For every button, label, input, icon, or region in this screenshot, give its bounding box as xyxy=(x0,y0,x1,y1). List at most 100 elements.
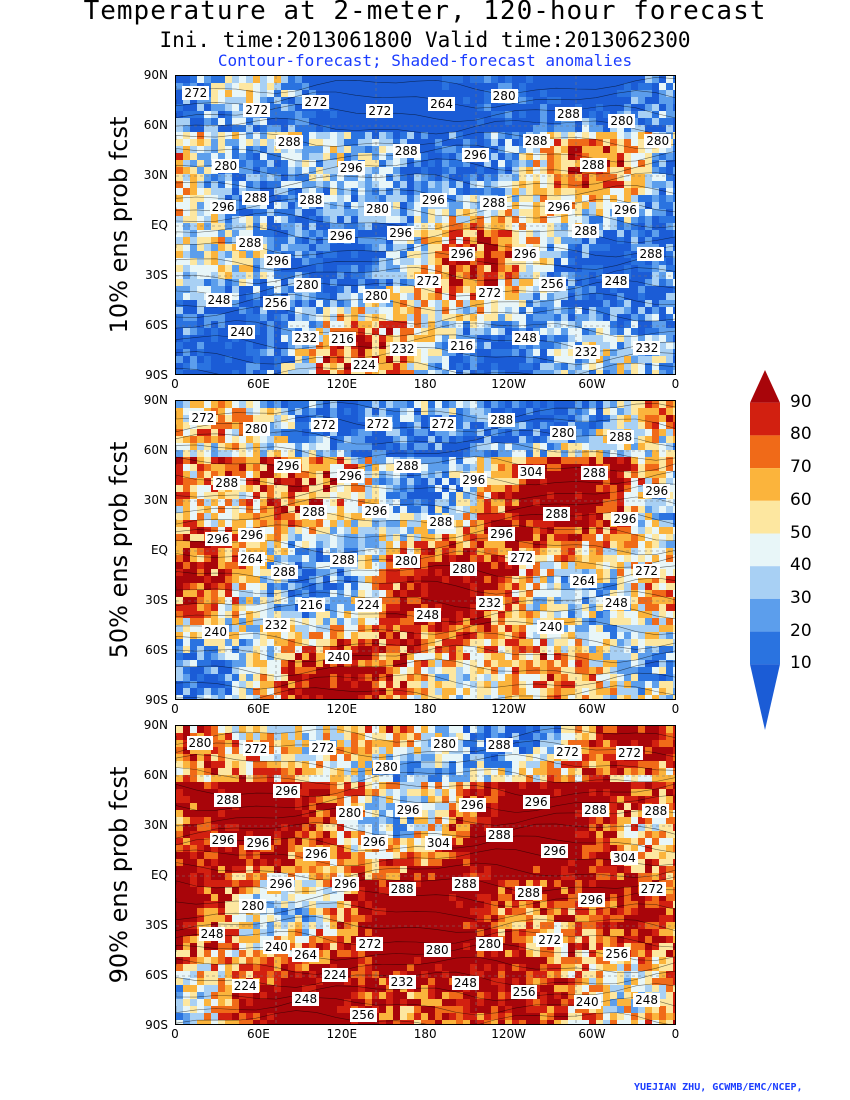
contour-label: 216 xyxy=(328,331,356,346)
contour-label: 248 xyxy=(292,992,320,1007)
lat-tick-label: 60S xyxy=(145,643,168,657)
contour-label: 296 xyxy=(204,531,232,546)
map-panel-90pct: 280 272 272 280 280 288 272 272 288 296 280 296 296 2… xyxy=(175,725,676,1025)
contour-label: 256 xyxy=(349,1008,377,1022)
lat-tick-label: 90S xyxy=(145,1018,168,1032)
contour-label: 288 xyxy=(515,886,542,901)
contour-label: 288 xyxy=(642,804,670,819)
lon-tick-label: 60E xyxy=(246,377,270,391)
contour-label: 296 xyxy=(362,503,390,518)
contour-label: 280 xyxy=(212,159,240,174)
colorbar-level-label: 20 xyxy=(790,620,812,641)
colorbar-segment xyxy=(750,664,780,730)
contour-label: 288 xyxy=(213,476,241,491)
contour-label: 272 xyxy=(429,416,457,431)
lon-tick-label: 0 xyxy=(171,377,179,391)
contour-label: 296 xyxy=(448,246,476,261)
contour-label: 304 xyxy=(517,464,545,479)
contour-label: 272 xyxy=(309,740,337,755)
contour-label: 296 xyxy=(209,832,237,847)
colorbar xyxy=(750,370,780,730)
contour-label: 288 xyxy=(581,802,609,817)
lat-tick-label: 60N xyxy=(143,118,168,132)
contour-label: 280 xyxy=(476,936,504,951)
chart-subtitle: Contour-forecast; Shaded-forecast anomal… xyxy=(217,51,633,70)
contour-label: 304 xyxy=(610,851,638,866)
contour-label: 224 xyxy=(354,597,382,612)
contour-label: 248 xyxy=(633,992,661,1007)
lat-tick-label: 30S xyxy=(145,918,168,932)
contour-label: 288 xyxy=(607,430,635,445)
contour-label: 296 xyxy=(511,246,539,261)
contour-label: 288 xyxy=(580,465,608,480)
contour-label: 288 xyxy=(300,504,328,519)
contour-label: 232 xyxy=(389,342,417,357)
contour-label: 232 xyxy=(292,331,320,346)
contour-label: 224 xyxy=(321,967,349,982)
contour-label: 272 xyxy=(554,745,581,760)
colorbar-level-label: 90 xyxy=(790,391,812,412)
contour-label: 280 xyxy=(549,426,577,441)
lat-tick-label: 30N xyxy=(143,168,168,182)
lat-tick-label: 30N xyxy=(143,818,168,832)
contour-label: 216 xyxy=(297,597,325,612)
contour-label: 288 xyxy=(392,143,420,158)
contour-label: 296 xyxy=(419,193,447,208)
contour-label: 272 xyxy=(356,936,384,951)
lon-tick-label: 60E xyxy=(246,702,270,716)
lon-tick-label: 180 xyxy=(413,377,437,391)
lon-tick-label: 60W xyxy=(578,702,606,716)
contour-label: 296 xyxy=(273,783,301,798)
contour-label: 272 xyxy=(414,273,442,288)
colorbar-segment xyxy=(750,598,780,632)
contour-label: 240 xyxy=(573,994,601,1009)
contour-label: 224 xyxy=(350,358,378,372)
contour-label: 264 xyxy=(570,573,598,588)
contour-label: 272 xyxy=(638,882,666,897)
lon-tick-label: 0 xyxy=(671,377,680,391)
contour-label: 288 xyxy=(451,877,479,891)
contour-label: 224 xyxy=(231,978,259,993)
contour-label: 280 xyxy=(293,277,321,292)
contour-label: 240 xyxy=(202,624,229,639)
contour-label: 288 xyxy=(555,107,582,122)
contour-label: 232 xyxy=(262,618,290,633)
contour-label: 272 xyxy=(302,95,330,110)
contour-label: 256 xyxy=(538,277,566,292)
lon-tick-label: 120E xyxy=(326,1027,358,1041)
contour-label: 240 xyxy=(537,620,565,635)
contour-label: 248 xyxy=(198,926,226,941)
contour-label: 280 xyxy=(364,201,391,216)
lat-tick-label: 60S xyxy=(145,318,168,332)
contour-label: 264 xyxy=(292,947,320,962)
contour-label: 296 xyxy=(244,835,272,850)
contour-label: 280 xyxy=(423,943,451,958)
lat-tick-label: 60N xyxy=(143,768,168,782)
contour-label: 288 xyxy=(388,881,416,896)
contour-label: 280 xyxy=(242,422,270,437)
colorbar-level-label: 50 xyxy=(790,522,812,543)
contour-label: 272 xyxy=(364,416,392,431)
contour-label: 232 xyxy=(572,345,600,360)
contour-label: 288 xyxy=(543,507,571,522)
colorbar-segment xyxy=(750,435,780,469)
contour-label: 216 xyxy=(448,338,476,353)
contour-label: 240 xyxy=(262,940,290,955)
contour-label: 272 xyxy=(476,286,504,301)
colorbar-level-label: 10 xyxy=(790,653,812,674)
contour-label: 288 xyxy=(297,192,325,207)
lat-tick-label: 90S xyxy=(145,693,168,707)
contour-label: 296 xyxy=(460,473,488,488)
contour-label: 240 xyxy=(228,325,256,340)
colorbar-segment xyxy=(750,631,780,665)
lon-tick-label: 120W xyxy=(491,702,526,716)
contour-label: 272 xyxy=(182,86,210,100)
contour-label: 248 xyxy=(602,274,630,289)
colorbar-level-label: 60 xyxy=(790,489,812,510)
contour-label: 280 xyxy=(450,561,478,576)
lat-tick-label: 90N xyxy=(143,68,168,82)
lat-tick-label: 30S xyxy=(145,593,168,607)
contour-label: 288 xyxy=(427,514,455,529)
contour-label: 296 xyxy=(337,468,364,483)
contour-label: 280 xyxy=(372,760,400,775)
